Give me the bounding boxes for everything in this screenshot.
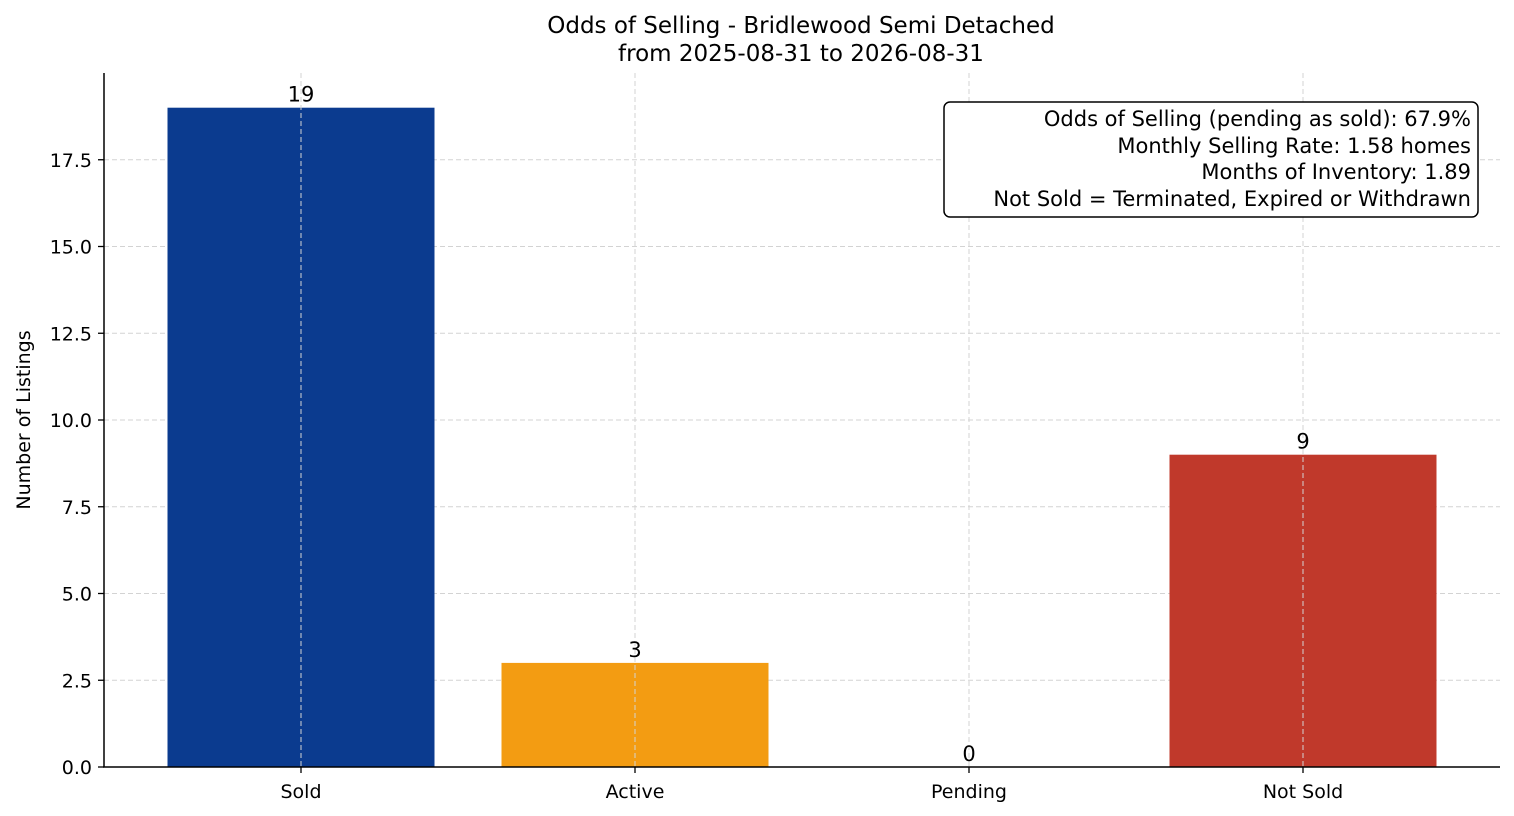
info-box: Odds of Selling (pending as sold): 67.9%…: [943, 101, 1479, 218]
info-line-not-sold-definition: Not Sold = Terminated, Expired or Withdr…: [993, 187, 1471, 211]
y-tick-label: 12.5: [50, 323, 92, 345]
info-box-frame: [943, 101, 1479, 218]
x-tick-label: Pending: [931, 781, 1007, 803]
info-line-inventory: Months of Inventory: 1.89: [1201, 160, 1471, 184]
y-tick-label: 2.5: [62, 670, 92, 692]
y-tick-label: 17.5: [50, 150, 92, 172]
chart-title: Odds of Selling - Bridlewood Semi Detach…: [547, 13, 1055, 39]
x-axis-ticks: Sold Active Pending Not Sold: [280, 767, 1343, 803]
info-line-odds: Odds of Selling (pending as sold): 67.9%: [1044, 107, 1471, 131]
chart-subtitle: from 2025-08-31 to 2026-08-31: [618, 41, 984, 67]
y-tick-label: 7.5: [62, 497, 92, 519]
x-tick-label: Active: [606, 781, 665, 803]
x-tick-label: Not Sold: [1263, 781, 1343, 803]
y-axis-ticks: 0.0 2.5 5.0 7.5 10.0 12.5 15.0 17.5: [50, 150, 104, 779]
bar-value-label: 0: [962, 742, 975, 766]
x-tick-label: Sold: [280, 781, 321, 803]
y-tick-label: 10.0: [50, 410, 92, 432]
bar-value-labels: 19 3 0 9: [288, 83, 1310, 766]
bar-value-label: 9: [1296, 430, 1309, 454]
bar-value-label: 19: [288, 83, 315, 107]
info-line-selling-rate: Monthly Selling Rate: 1.58 homes: [1117, 134, 1471, 158]
y-axis-label: Number of Listings: [13, 330, 35, 509]
y-tick-label: 5.0: [62, 584, 92, 606]
y-tick-label: 0.0: [62, 757, 92, 779]
y-tick-label: 15.0: [50, 237, 92, 259]
bar-value-label: 3: [628, 638, 641, 662]
